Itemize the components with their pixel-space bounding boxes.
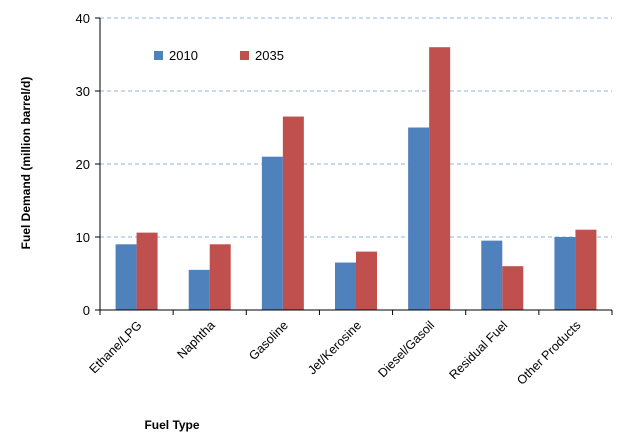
x-tick-label: Residual Fuel (446, 318, 510, 382)
bars (115, 47, 597, 310)
x-tick-label: Gasoline (246, 318, 291, 363)
legend-label-2035: 2035 (255, 48, 284, 63)
bar-2010-other-products (554, 237, 576, 310)
x-tick-label: Ethane/LPG (87, 318, 145, 376)
axes: 0 10 20 30 40 Ethane/LPG Naphtha Gasoline Jet/Ke… (76, 11, 613, 388)
bar-2035-ethane-lpg (136, 232, 158, 310)
legend-swatch-2035 (240, 51, 249, 60)
legend: 2010 2035 (154, 48, 284, 63)
bar-2010-gasoline (261, 156, 283, 310)
bar-2035-diesel-gasoil (429, 47, 451, 310)
y-tick-label: 10 (76, 230, 90, 245)
bar-2035-naphtha (209, 244, 231, 310)
bar-2010-naphtha (188, 269, 210, 310)
bar-2010-diesel-gasoil (408, 127, 430, 310)
x-tick-label: Diesel/Gasoil (375, 318, 437, 380)
x-axis-title: Fuel Type (144, 418, 199, 432)
legend-swatch-2010 (154, 51, 163, 60)
bar-2035-residual-fuel (502, 266, 524, 310)
bar-2010-ethane-lpg (115, 244, 137, 310)
y-tick-label: 30 (76, 84, 90, 99)
x-tick-label: Jet/Kerosine (305, 318, 364, 377)
gridlines (100, 17, 612, 238)
y-tick-label: 40 (76, 11, 90, 26)
legend-label-2010: 2010 (169, 48, 198, 63)
x-tick-label: Other Products (514, 318, 583, 387)
bar-2010-residual-fuel (481, 240, 503, 310)
bar-2035-other-products (575, 229, 597, 310)
y-tick-label: 0 (83, 303, 90, 318)
bar-2035-jet-kerosine (356, 251, 377, 310)
bar-2035-gasoline (282, 116, 304, 310)
y-axis-title: Fuel Demand (million barrel/d) (19, 77, 33, 250)
x-tick-label: Naphtha (175, 318, 218, 361)
y-tick-label: 20 (76, 157, 90, 172)
bar-2010-jet-kerosine (335, 262, 356, 310)
